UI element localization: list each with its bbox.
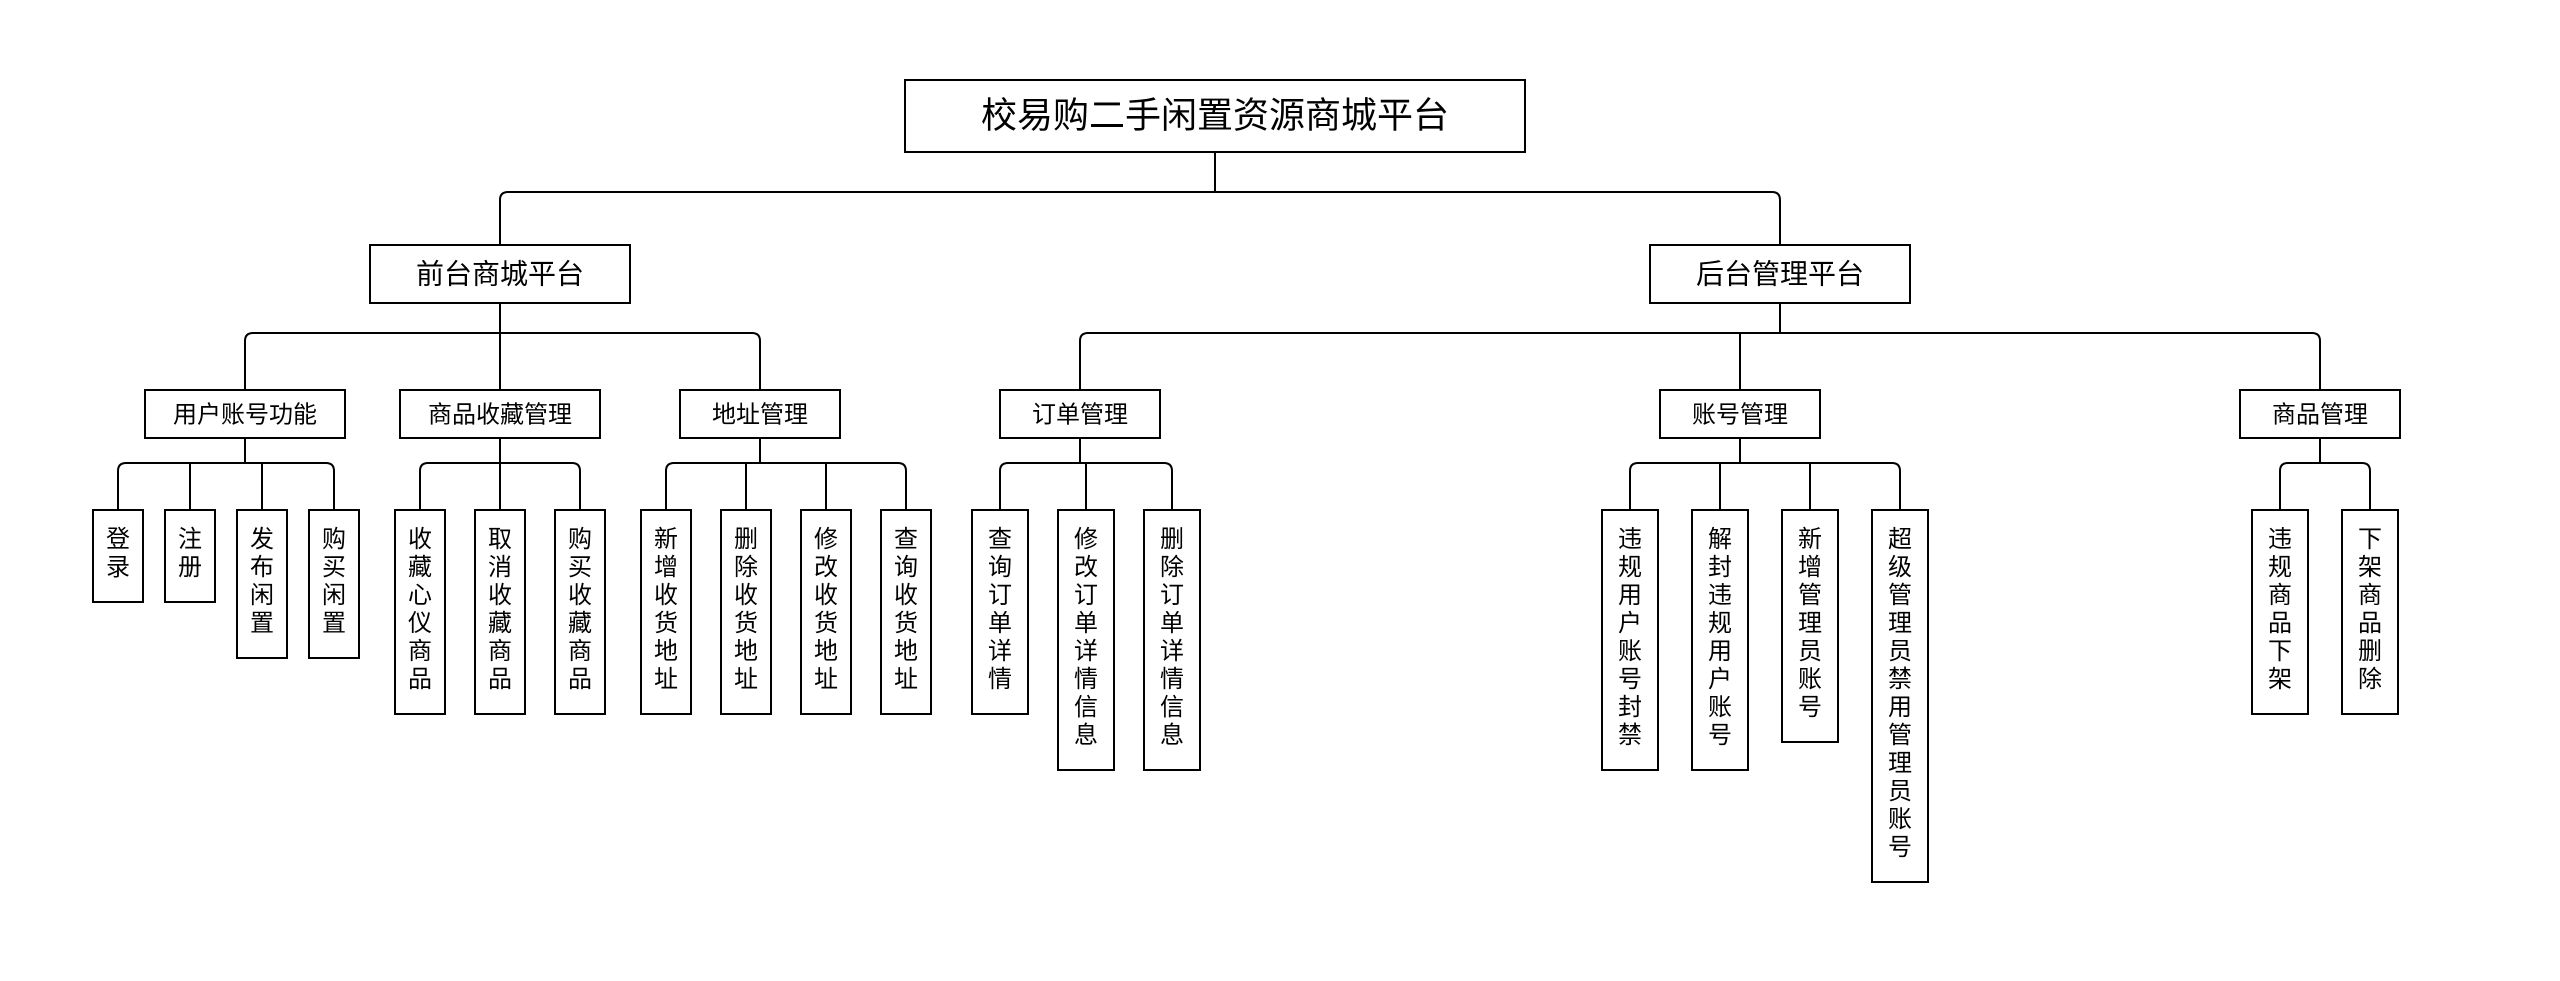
leaf-node-13-label: 删除订单详情信息 bbox=[1160, 526, 1184, 749]
leaf-node-18-label: 违规商品下架 bbox=[2268, 526, 2292, 693]
leaf-node-17-label: 超级管理员禁用管理员账号 bbox=[1888, 526, 1912, 861]
org-tree-diagram: 校易购二手闲置资源商城平台前台商城平台 后台管理平台用户账号功能 商品收藏管理 地址管… bbox=[0, 0, 2560, 981]
l3-node-b2-label: 账号管理 bbox=[1692, 401, 1788, 428]
leaf-node-6-label: 购买收藏商品 bbox=[568, 526, 592, 693]
leaf-node-9-label: 修改收货地址 bbox=[814, 526, 838, 693]
leaf-node-15-label: 解封违规用户账号 bbox=[1708, 526, 1732, 749]
root-node-label: 校易购二手闲置资源商城平台 bbox=[981, 95, 1449, 136]
l3-node-f2-label: 商品收藏管理 bbox=[428, 401, 572, 428]
leaf-node-8-label: 删除收货地址 bbox=[734, 526, 758, 693]
leaf-node-14-label: 违规用户账号封禁 bbox=[1618, 526, 1642, 749]
l3-node-b3-label: 商品管理 bbox=[2272, 401, 2368, 428]
leaf-node-4-label: 收藏心仪商品 bbox=[408, 526, 432, 693]
leaf-node-19-label: 下架商品删除 bbox=[2358, 526, 2382, 693]
leaf-node-12-label: 修改订单详情信息 bbox=[1074, 526, 1098, 749]
leaf-node-5-label: 取消收藏商品 bbox=[488, 526, 512, 693]
l2-node-front-label: 前台商城平台 bbox=[416, 258, 584, 289]
leaf-node-1-label: 注册 bbox=[178, 526, 202, 581]
l3-node-f1-label: 用户账号功能 bbox=[173, 401, 317, 428]
l3-node-b1-label: 订单管理 bbox=[1032, 401, 1128, 428]
leaf-node-3-label: 购买闲置 bbox=[322, 526, 346, 637]
leaf-node-0-label: 登录 bbox=[106, 526, 130, 581]
leaf-node-7-label: 新增收货地址 bbox=[654, 526, 678, 693]
l2-node-back-label: 后台管理平台 bbox=[1696, 258, 1864, 289]
leaf-node-2-label: 发布闲置 bbox=[250, 526, 274, 637]
leaf-node-11-label: 查询订单详情 bbox=[988, 526, 1012, 693]
leaf-node-16-label: 新增管理员账号 bbox=[1798, 526, 1822, 721]
leaf-node-10-label: 查询收货地址 bbox=[894, 526, 918, 693]
l3-node-f3-label: 地址管理 bbox=[712, 401, 808, 428]
